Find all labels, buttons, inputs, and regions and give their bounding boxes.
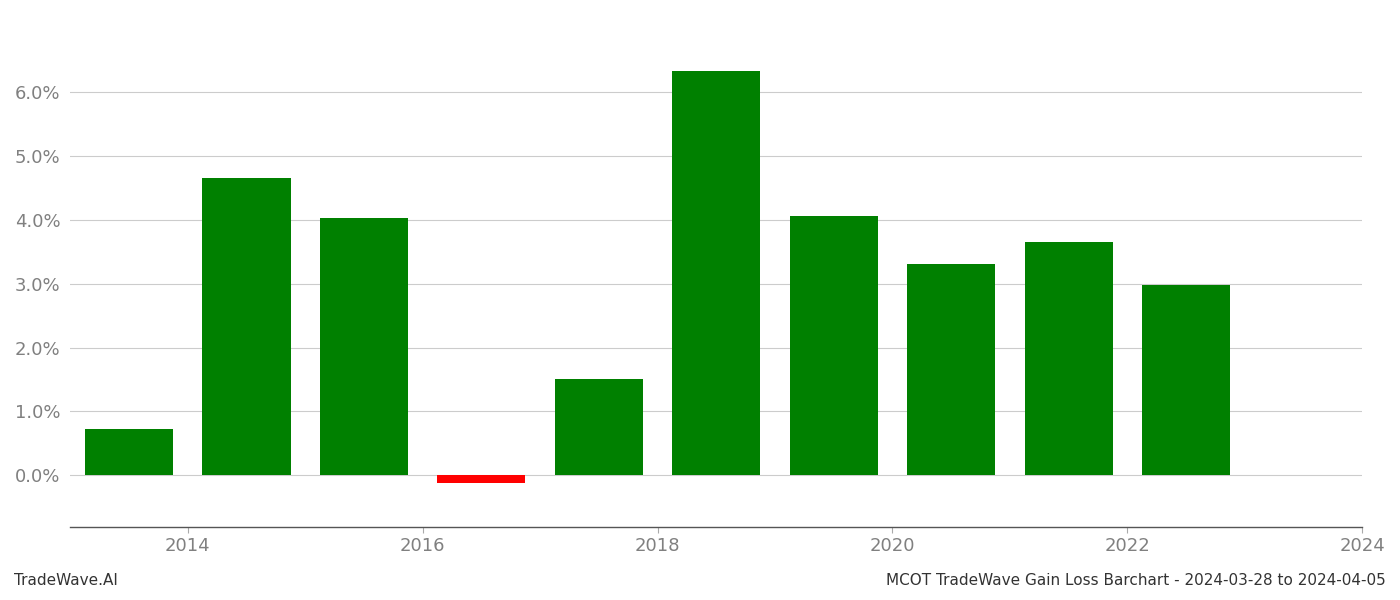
Bar (203, 178, 291, 475)
Text: MCOT TradeWave Gain Loss Barchart - 2024-03-28 to 2024-04-05: MCOT TradeWave Gain Loss Barchart - 2024… (886, 573, 1386, 588)
Bar (1025, 242, 1113, 475)
Bar (437, 475, 525, 483)
Bar (790, 217, 878, 475)
Text: TradeWave.AI: TradeWave.AI (14, 573, 118, 588)
Bar (554, 379, 643, 475)
Bar (319, 218, 407, 475)
Bar (672, 71, 760, 475)
Bar (907, 264, 995, 475)
Bar (1142, 285, 1231, 475)
Bar (85, 430, 174, 475)
